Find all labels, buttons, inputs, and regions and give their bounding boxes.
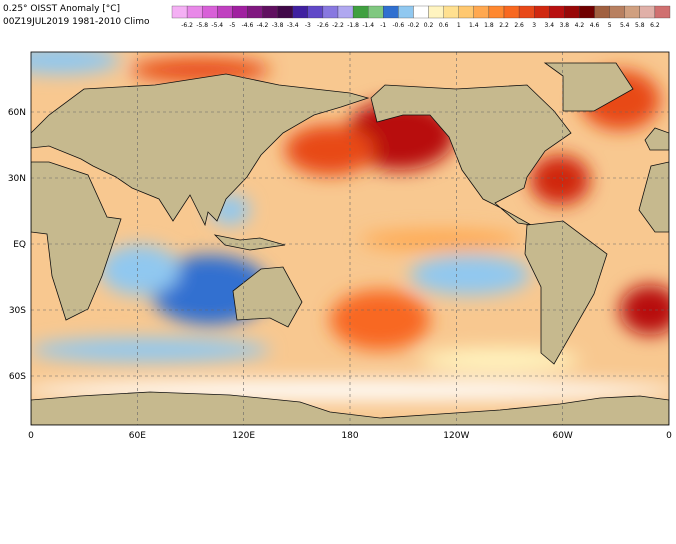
colorbar-swatch bbox=[186, 5, 203, 19]
lon-label: 0 bbox=[28, 431, 34, 441]
colorbar-label: -3.8 bbox=[272, 22, 284, 29]
colorbar-swatch bbox=[639, 5, 656, 19]
antarctica bbox=[31, 391, 669, 425]
colorbar-label: -1 bbox=[380, 22, 386, 29]
colorbar-swatch bbox=[579, 5, 595, 19]
colorbar-label: 5.4 bbox=[620, 22, 630, 29]
colorbar-swatch bbox=[307, 5, 324, 19]
colorbar-swatch bbox=[534, 5, 550, 19]
north-america bbox=[370, 84, 572, 226]
colorbar-label: 1 bbox=[457, 22, 461, 29]
title: 0.25° OISST Anomaly [°C] bbox=[3, 4, 120, 14]
colorbar-swatch bbox=[458, 5, 474, 19]
africa-west bbox=[638, 161, 669, 233]
colorbar-swatch bbox=[594, 5, 610, 19]
colorbar-swatch bbox=[549, 5, 565, 19]
colorbar-label: 1.8 bbox=[484, 22, 494, 29]
lon-label: 0 bbox=[666, 431, 672, 441]
colorbar-label: -0.6 bbox=[393, 22, 405, 29]
colorbar-swatch bbox=[247, 5, 263, 19]
lon-label: 60W bbox=[552, 431, 572, 441]
colorbar-swatch bbox=[473, 5, 490, 19]
colorbar-label: -5.4 bbox=[211, 22, 223, 29]
lon-label: 120E bbox=[232, 431, 255, 441]
colorbar-swatch bbox=[398, 5, 414, 19]
colorbar-swatch bbox=[202, 5, 218, 19]
australia bbox=[232, 266, 303, 328]
colorbar-label: 0.2 bbox=[424, 22, 434, 29]
colorbar-label: 4.2 bbox=[575, 22, 585, 29]
colorbar-swatch bbox=[337, 5, 354, 19]
colorbar-label: 3.8 bbox=[560, 22, 570, 29]
colorbar-swatch bbox=[428, 5, 444, 19]
colorbar-label: 3 bbox=[532, 22, 536, 29]
subtitle: 00Z19JUL2019 1981-2010 Climo bbox=[3, 17, 150, 27]
south-america bbox=[524, 220, 608, 365]
colorbar-label: -0.2 bbox=[408, 22, 420, 29]
map bbox=[31, 52, 669, 425]
colorbar-swatch bbox=[443, 5, 459, 19]
colorbar-swatch bbox=[368, 5, 384, 19]
colorbar-label: -4.2 bbox=[257, 22, 269, 29]
colorbar-label: -6.2 bbox=[181, 22, 193, 29]
colorbar-label: 1.4 bbox=[469, 22, 479, 29]
colorbar-swatch bbox=[503, 5, 520, 19]
colorbar-swatch bbox=[488, 5, 505, 19]
colorbar-label: -1.4 bbox=[362, 22, 374, 29]
colorbar-label: -3 bbox=[305, 22, 311, 29]
africa bbox=[31, 161, 122, 321]
colorbar-swatch bbox=[322, 5, 339, 19]
colorbar-swatch bbox=[518, 5, 535, 19]
colorbar-swatch bbox=[217, 5, 233, 19]
colorbar-label: 5 bbox=[608, 22, 612, 29]
colorbar-label: 4.6 bbox=[590, 22, 600, 29]
indonesia bbox=[213, 234, 286, 251]
colorbar-label: -3.4 bbox=[287, 22, 299, 29]
colorbar-swatch bbox=[383, 5, 399, 19]
lon-label: 180 bbox=[341, 431, 358, 441]
colorbar-label: -2.2 bbox=[332, 22, 344, 29]
colorbar-label: 6.2 bbox=[650, 22, 660, 29]
lat-label: 30N bbox=[8, 174, 26, 184]
colorbar-label: -5 bbox=[229, 22, 235, 29]
colorbar: -6.2 -5.8 -5.4 -5 -4.6 -4.2 -3.8 -3.4 -3 -2.6 -2.2… bbox=[171, 5, 671, 29]
lon-label: 120W bbox=[443, 431, 469, 441]
lat-label: 60N bbox=[8, 108, 26, 118]
colorbar-swatch bbox=[352, 5, 369, 19]
colorbar-swatch bbox=[564, 5, 580, 19]
colorbar-label: 2.6 bbox=[514, 22, 524, 29]
colorbar-label: 3.4 bbox=[544, 22, 554, 29]
greenland bbox=[543, 62, 634, 112]
map-frame bbox=[30, 51, 670, 426]
colorbar-swatch bbox=[232, 5, 248, 19]
colorbar-swatch bbox=[413, 5, 429, 19]
colorbar-swatch bbox=[171, 5, 188, 19]
lat-label: EQ bbox=[13, 240, 26, 250]
colorbar-label: -4.6 bbox=[242, 22, 254, 29]
colorbar-label: -5.8 bbox=[196, 22, 208, 29]
lat-label: 30S bbox=[9, 306, 26, 316]
colorbar-label: 5.8 bbox=[635, 22, 645, 29]
lon-label: 60E bbox=[129, 431, 146, 441]
lat-label: 60S bbox=[9, 372, 26, 382]
europe-west bbox=[644, 127, 669, 151]
colorbar-label: 0.6 bbox=[439, 22, 449, 29]
colorbar-swatch bbox=[624, 5, 640, 19]
colorbar-swatch bbox=[277, 5, 293, 19]
colorbar-label: 2.2 bbox=[499, 22, 509, 29]
colorbar-label: -2.6 bbox=[317, 22, 329, 29]
colorbar-swatch bbox=[609, 5, 625, 19]
colorbar-swatch bbox=[292, 5, 308, 19]
colorbar-label: -1.8 bbox=[347, 22, 359, 29]
colorbar-swatch bbox=[654, 5, 671, 19]
colorbar-swatch bbox=[262, 5, 278, 19]
